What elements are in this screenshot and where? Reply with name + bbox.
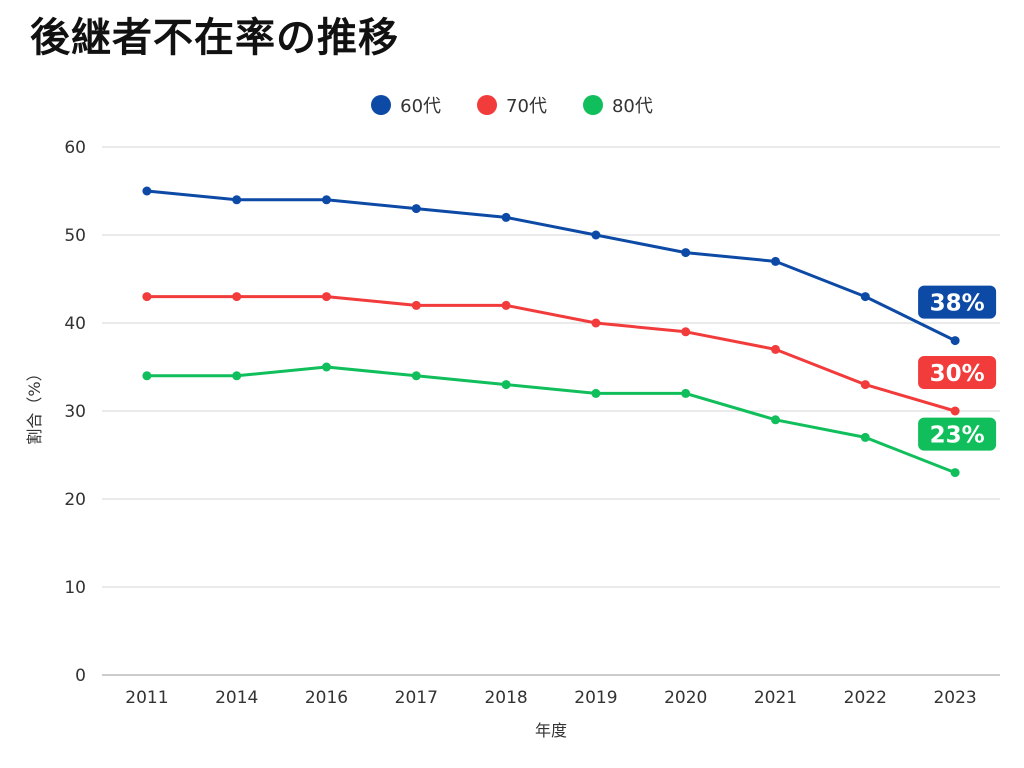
legend-item-80s[interactable]: 80代 — [582, 92, 653, 118]
data-point-80-2023 — [950, 468, 960, 478]
data-point-70-2018 — [501, 300, 511, 310]
data-point-80-2021 — [771, 415, 780, 425]
y-tick-label-50: 50 — [64, 226, 86, 246]
data-point-70-2016 — [322, 292, 331, 302]
series-line-80 — [145, 365, 957, 475]
data-point-80-2017 — [411, 371, 421, 381]
data-point-80-2019 — [591, 388, 601, 398]
data-point-80-2020 — [681, 388, 691, 398]
data-point-80-2018 — [501, 380, 511, 390]
x-tick-label-2018: 2018 — [484, 688, 527, 708]
data-point-60-2017 — [411, 204, 421, 214]
x-axis-title: 年度 — [535, 721, 567, 740]
x-tick-label-2014: 2014 — [215, 688, 258, 708]
x-tick-label-2021: 2021 — [754, 688, 797, 708]
x-tick-label-2019: 2019 — [574, 688, 617, 708]
legend-marker-70s — [477, 95, 498, 115]
data-point-70-2014 — [232, 292, 242, 302]
data-point-70-2022 — [860, 380, 870, 390]
data-point-70-2021 — [771, 344, 780, 354]
legend-item-60s[interactable]: 60代 — [371, 92, 441, 118]
y-tick-label-10: 10 — [64, 578, 86, 598]
series-line-60 — [145, 189, 957, 343]
data-point-80-2014 — [232, 371, 242, 381]
y-axis-title: 割合（%） — [25, 365, 44, 444]
end-label-80: 23% — [930, 423, 985, 449]
legend: 60代 70代 80代 — [0, 92, 1024, 118]
legend-label-80s: 80代 — [611, 96, 653, 117]
y-tick-label-20: 20 — [64, 490, 86, 510]
y-tick-label-0: 0 — [75, 666, 86, 686]
end-label-60: 38% — [930, 291, 985, 317]
y-tick-label-30: 30 — [64, 402, 86, 422]
data-point-60-2011 — [142, 186, 152, 196]
y-tick-label-40: 40 — [64, 314, 86, 334]
data-point-80-2022 — [860, 432, 870, 442]
end-label-badge-80 — [916, 415, 999, 453]
data-point-60-2014 — [232, 195, 242, 205]
y-tick-label-60: 60 — [64, 138, 86, 158]
legend-label-70s: 70代 — [506, 96, 547, 117]
data-point-70-2017 — [411, 300, 421, 310]
data-point-60-2016 — [322, 195, 331, 205]
end-label-badge-60 — [916, 283, 999, 321]
data-point-60-2021 — [771, 256, 780, 266]
data-point-70-2023 — [950, 406, 960, 416]
x-tick-label-2011: 2011 — [125, 688, 168, 708]
x-tick-label-2017: 2017 — [395, 688, 438, 708]
data-point-60-2019 — [591, 230, 601, 240]
data-point-70-2011 — [142, 292, 152, 302]
end-label-badge-70 — [916, 354, 999, 391]
legend-label-60s: 60代 — [400, 96, 442, 117]
data-point-80-2011 — [142, 371, 152, 381]
data-point-60-2022 — [860, 292, 870, 302]
data-point-60-2023 — [950, 336, 960, 346]
x-tick-label-2016: 2016 — [305, 688, 348, 708]
end-label-70: 30% — [930, 361, 985, 387]
x-tick-label-2023: 2023 — [933, 688, 976, 708]
legend-marker-80s — [582, 95, 603, 115]
chart-title: 後継者不在率の推移 — [30, 15, 399, 61]
data-point-80-2016 — [322, 362, 331, 372]
legend-marker-60s — [371, 95, 392, 115]
data-point-70-2019 — [591, 318, 601, 328]
data-point-70-2020 — [681, 327, 691, 337]
x-tick-label-2022: 2022 — [844, 688, 887, 708]
series-line-70 — [145, 295, 957, 413]
data-point-60-2018 — [501, 212, 511, 222]
x-tick-label-2020: 2020 — [664, 688, 707, 708]
data-point-60-2020 — [681, 248, 691, 258]
legend-item-70s[interactable]: 70代 — [477, 92, 547, 118]
